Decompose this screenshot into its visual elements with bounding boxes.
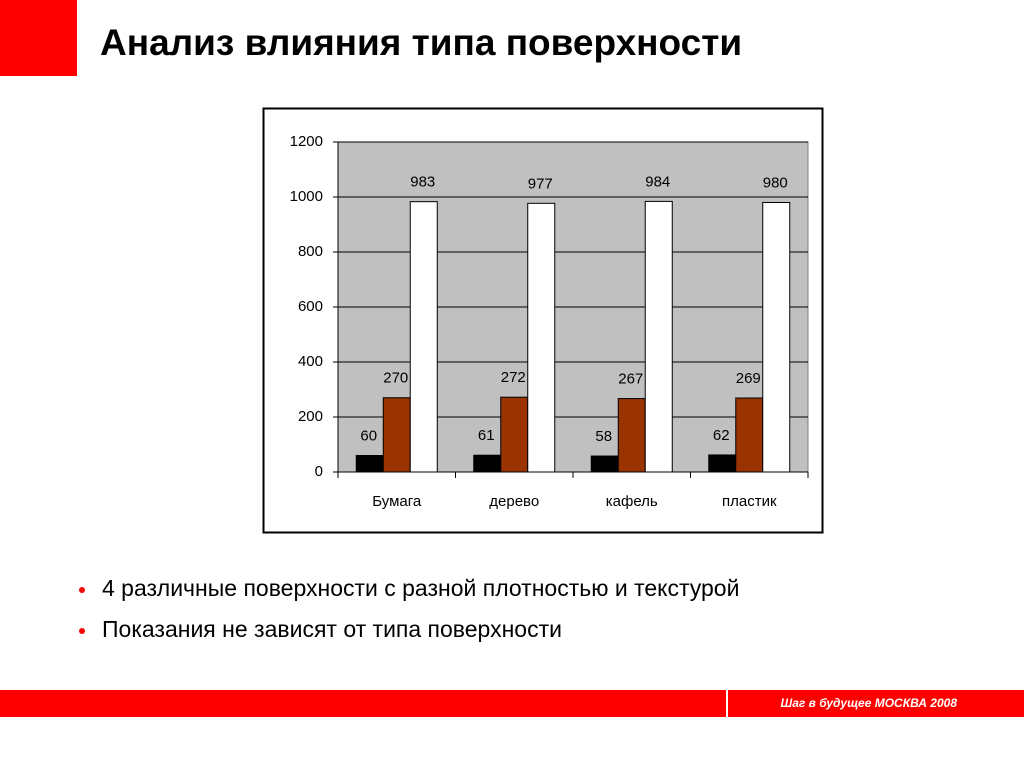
x-tick-label: дерево xyxy=(489,493,539,510)
x-tick-label: Бумага xyxy=(372,493,422,510)
value-label: 270 xyxy=(383,370,408,387)
value-label: 983 xyxy=(410,174,435,191)
chart: 0 200 400 600 800 1000 1200 Бумага 60 270 983 дерев… xyxy=(290,133,809,510)
bar xyxy=(473,454,502,473)
value-label: 977 xyxy=(528,175,553,192)
bar xyxy=(409,201,438,473)
bar xyxy=(382,397,411,473)
bar xyxy=(500,396,529,473)
y-tick-label: 200 xyxy=(298,408,323,425)
value-label: 269 xyxy=(736,370,761,387)
value-label: 60 xyxy=(360,427,377,444)
y-tick-label: 1000 xyxy=(290,188,323,205)
bullet-text: 4 различные поверхности с разной плотнос… xyxy=(102,575,739,601)
value-label: 61 xyxy=(478,427,495,444)
bar xyxy=(644,200,673,473)
bullet-dot xyxy=(79,587,85,593)
value-label: 62 xyxy=(713,427,730,444)
bullet-text: Показания не зависят от типа поверхности xyxy=(102,616,562,642)
bar xyxy=(590,455,619,473)
bar xyxy=(762,202,791,473)
footer-bar xyxy=(0,690,1024,717)
slide-title: Анализ влияния типа поверхности xyxy=(100,22,742,63)
bullet-dot xyxy=(79,628,85,634)
value-label: 267 xyxy=(618,371,643,388)
bar xyxy=(735,397,764,473)
corner-block xyxy=(0,0,77,76)
value-label: 58 xyxy=(595,428,612,445)
x-tick-label: кафель xyxy=(606,493,658,510)
y-tick-label: 800 xyxy=(298,243,323,260)
footer-text: Шаг в будущее МОСКВА 2008 xyxy=(780,696,957,710)
bar xyxy=(355,455,384,473)
x-tick-label: пластик xyxy=(722,493,777,510)
bar xyxy=(617,398,646,473)
value-label: 984 xyxy=(645,173,670,190)
y-tick-label: 0 xyxy=(315,463,323,480)
y-tick-label: 1200 xyxy=(290,133,323,150)
bar xyxy=(527,202,556,473)
y-tick-label: 400 xyxy=(298,353,323,370)
value-label: 272 xyxy=(501,369,526,386)
bar xyxy=(708,454,737,473)
y-tick-label: 600 xyxy=(298,298,323,315)
value-label: 980 xyxy=(763,174,788,191)
